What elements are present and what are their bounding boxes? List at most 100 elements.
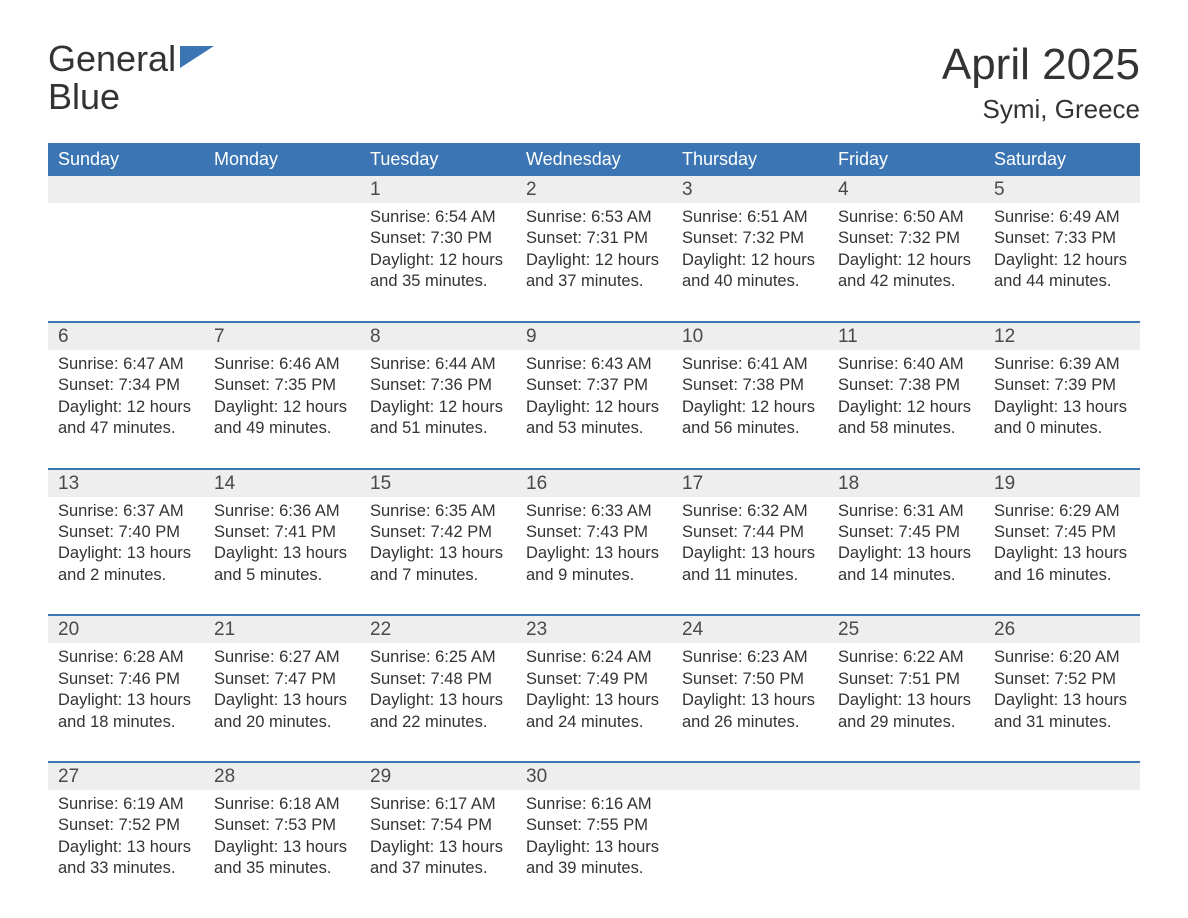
day-number: 27 xyxy=(48,763,204,790)
day-day2: and 42 minutes. xyxy=(838,271,974,292)
day-sunrise: Sunrise: 6:35 AM xyxy=(370,501,506,522)
day-cell: Sunrise: 6:51 AMSunset: 7:32 PMDaylight:… xyxy=(672,203,828,301)
day-sunrise: Sunrise: 6:23 AM xyxy=(682,647,818,668)
day-number xyxy=(48,176,204,203)
day-sunset: Sunset: 7:51 PM xyxy=(838,669,974,690)
day-day1: Daylight: 13 hours xyxy=(58,690,194,711)
day-day1: Daylight: 12 hours xyxy=(58,397,194,418)
day-number: 16 xyxy=(516,470,672,497)
day-number: 30 xyxy=(516,763,672,790)
day-sunrise: Sunrise: 6:32 AM xyxy=(682,501,818,522)
day-number: 11 xyxy=(828,323,984,350)
day-number xyxy=(984,763,1140,790)
day-cell: Sunrise: 6:22 AMSunset: 7:51 PMDaylight:… xyxy=(828,643,984,741)
day-day1: Daylight: 13 hours xyxy=(214,690,350,711)
day-number: 5 xyxy=(984,176,1140,203)
day-day1: Daylight: 13 hours xyxy=(370,543,506,564)
day-number: 12 xyxy=(984,323,1140,350)
day-day1: Daylight: 13 hours xyxy=(994,543,1130,564)
day-number: 29 xyxy=(360,763,516,790)
day-sunrise: Sunrise: 6:27 AM xyxy=(214,647,350,668)
day-number: 19 xyxy=(984,470,1140,497)
day-number: 10 xyxy=(672,323,828,350)
day-day2: and 29 minutes. xyxy=(838,712,974,733)
day-sunrise: Sunrise: 6:44 AM xyxy=(370,354,506,375)
day-sunset: Sunset: 7:37 PM xyxy=(526,375,662,396)
day-day1: Daylight: 13 hours xyxy=(526,543,662,564)
day-number: 14 xyxy=(204,470,360,497)
day-day2: and 24 minutes. xyxy=(526,712,662,733)
day-day2: and 26 minutes. xyxy=(682,712,818,733)
day-cell: Sunrise: 6:36 AMSunset: 7:41 PMDaylight:… xyxy=(204,497,360,595)
month-title: April 2025 xyxy=(942,40,1140,90)
day-number xyxy=(204,176,360,203)
day-day1: Daylight: 13 hours xyxy=(526,837,662,858)
weekday-header: Sunday xyxy=(48,143,204,176)
day-cell: Sunrise: 6:46 AMSunset: 7:35 PMDaylight:… xyxy=(204,350,360,448)
day-cell: Sunrise: 6:35 AMSunset: 7:42 PMDaylight:… xyxy=(360,497,516,595)
title-block: April 2025 Symi, Greece xyxy=(942,40,1140,125)
day-day1: Daylight: 13 hours xyxy=(682,690,818,711)
day-sunset: Sunset: 7:47 PM xyxy=(214,669,350,690)
day-cell: Sunrise: 6:31 AMSunset: 7:45 PMDaylight:… xyxy=(828,497,984,595)
day-cell: Sunrise: 6:27 AMSunset: 7:47 PMDaylight:… xyxy=(204,643,360,741)
day-sunrise: Sunrise: 6:33 AM xyxy=(526,501,662,522)
day-sunrise: Sunrise: 6:51 AM xyxy=(682,207,818,228)
day-day2: and 20 minutes. xyxy=(214,712,350,733)
day-cell: Sunrise: 6:33 AMSunset: 7:43 PMDaylight:… xyxy=(516,497,672,595)
day-day2: and 35 minutes. xyxy=(214,858,350,879)
day-data-row: Sunrise: 6:28 AMSunset: 7:46 PMDaylight:… xyxy=(48,643,1140,741)
day-sunrise: Sunrise: 6:28 AM xyxy=(58,647,194,668)
day-number-row: 27282930 xyxy=(48,763,1140,790)
day-sunset: Sunset: 7:46 PM xyxy=(58,669,194,690)
day-day1: Daylight: 13 hours xyxy=(682,543,818,564)
day-number: 17 xyxy=(672,470,828,497)
day-cell: Sunrise: 6:41 AMSunset: 7:38 PMDaylight:… xyxy=(672,350,828,448)
day-day1: Daylight: 13 hours xyxy=(370,690,506,711)
day-number: 3 xyxy=(672,176,828,203)
day-day2: and 11 minutes. xyxy=(682,565,818,586)
day-number: 8 xyxy=(360,323,516,350)
day-sunset: Sunset: 7:32 PM xyxy=(682,228,818,249)
day-sunset: Sunset: 7:42 PM xyxy=(370,522,506,543)
day-day1: Daylight: 13 hours xyxy=(58,543,194,564)
weekday-header: Friday xyxy=(828,143,984,176)
day-sunset: Sunset: 7:49 PM xyxy=(526,669,662,690)
day-sunrise: Sunrise: 6:24 AM xyxy=(526,647,662,668)
day-day2: and 49 minutes. xyxy=(214,418,350,439)
day-sunrise: Sunrise: 6:36 AM xyxy=(214,501,350,522)
day-day2: and 37 minutes. xyxy=(526,271,662,292)
day-sunrise: Sunrise: 6:18 AM xyxy=(214,794,350,815)
day-cell: Sunrise: 6:17 AMSunset: 7:54 PMDaylight:… xyxy=(360,790,516,888)
day-day1: Daylight: 12 hours xyxy=(370,250,506,271)
day-sunrise: Sunrise: 6:49 AM xyxy=(994,207,1130,228)
day-sunrise: Sunrise: 6:17 AM xyxy=(370,794,506,815)
day-sunrise: Sunrise: 6:29 AM xyxy=(994,501,1130,522)
day-sunset: Sunset: 7:45 PM xyxy=(838,522,974,543)
weekday-header: Saturday xyxy=(984,143,1140,176)
day-cell xyxy=(984,790,1140,888)
day-day1: Daylight: 12 hours xyxy=(370,397,506,418)
day-day1: Daylight: 13 hours xyxy=(214,837,350,858)
weekday-header: Monday xyxy=(204,143,360,176)
day-sunset: Sunset: 7:32 PM xyxy=(838,228,974,249)
day-sunset: Sunset: 7:40 PM xyxy=(58,522,194,543)
weekday-header: Thursday xyxy=(672,143,828,176)
day-sunset: Sunset: 7:30 PM xyxy=(370,228,506,249)
day-day1: Daylight: 12 hours xyxy=(682,397,818,418)
day-day2: and 53 minutes. xyxy=(526,418,662,439)
day-number: 21 xyxy=(204,616,360,643)
day-sunrise: Sunrise: 6:22 AM xyxy=(838,647,974,668)
day-sunset: Sunset: 7:38 PM xyxy=(682,375,818,396)
day-sunset: Sunset: 7:55 PM xyxy=(526,815,662,836)
day-sunset: Sunset: 7:34 PM xyxy=(58,375,194,396)
day-number: 20 xyxy=(48,616,204,643)
day-day1: Daylight: 12 hours xyxy=(994,250,1130,271)
day-day2: and 33 minutes. xyxy=(58,858,194,879)
day-number-row: 13141516171819 xyxy=(48,470,1140,497)
day-day2: and 31 minutes. xyxy=(994,712,1130,733)
day-sunrise: Sunrise: 6:19 AM xyxy=(58,794,194,815)
day-day1: Daylight: 12 hours xyxy=(214,397,350,418)
day-sunrise: Sunrise: 6:39 AM xyxy=(994,354,1130,375)
calendar-header-row: SundayMondayTuesdayWednesdayThursdayFrid… xyxy=(48,143,1140,176)
